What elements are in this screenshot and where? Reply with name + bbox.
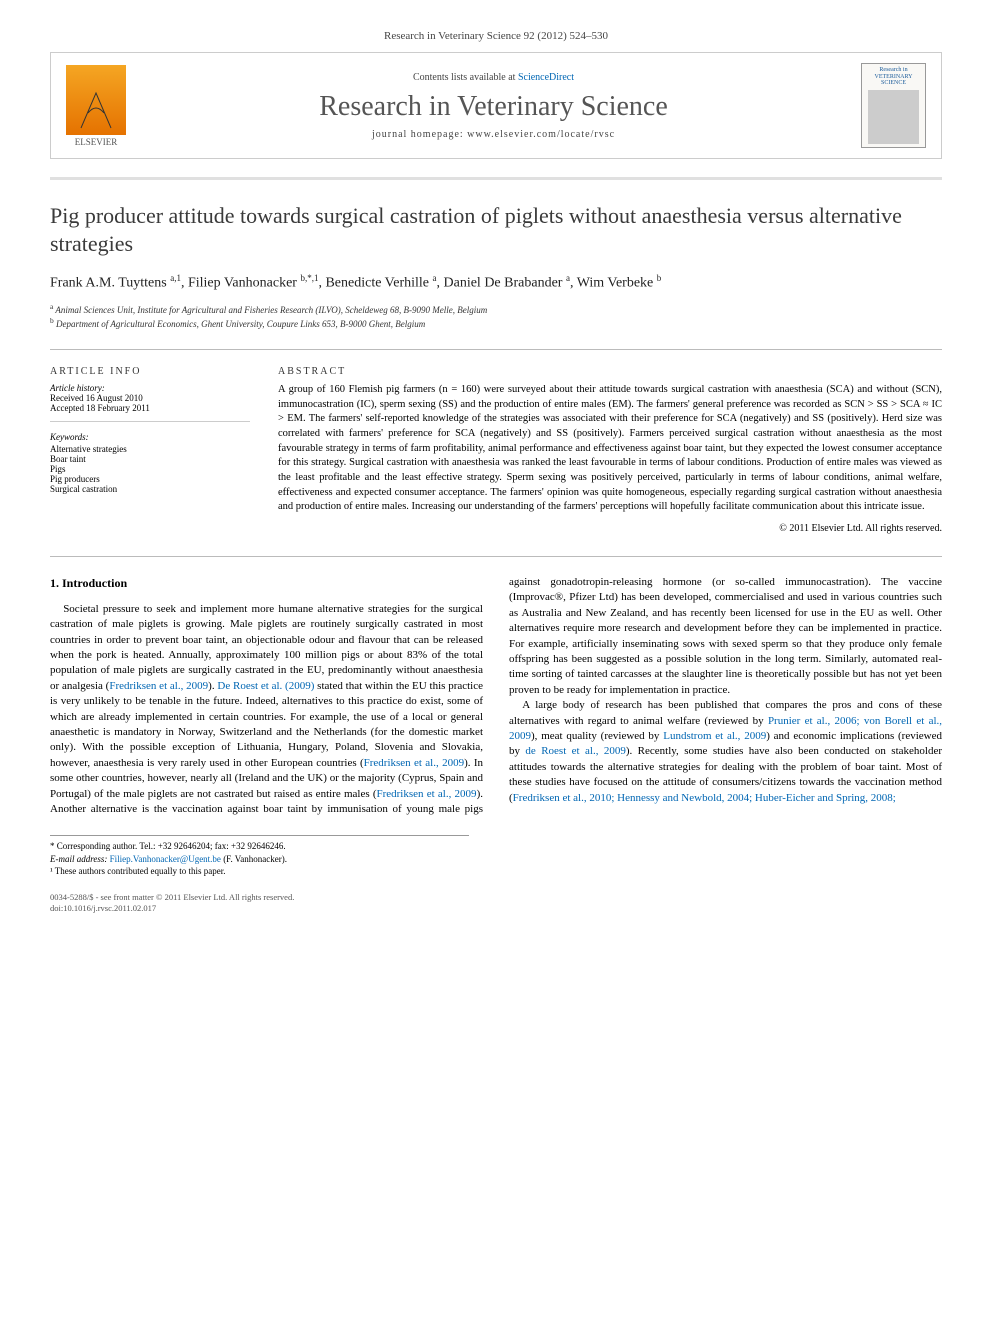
elsevier-logo[interactable]: ELSEVIER (66, 65, 126, 147)
bottom-metadata: 0034-5288/$ - see front matter © 2011 El… (50, 892, 942, 914)
corresponding-author-note: * Corresponding author. Tel.: +32 926462… (50, 840, 469, 853)
accepted-date: Accepted 18 February 2011 (50, 403, 250, 413)
abstract: ABSTRACT A group of 160 Flemish pig farm… (278, 366, 942, 534)
contents-list-line: Contents lists available at ScienceDirec… (126, 72, 861, 83)
keyword: Pig producers (50, 474, 250, 484)
article-title: Pig producer attitude towards surgical c… (50, 202, 942, 257)
journal-name: Research in Veterinary Science (126, 91, 861, 123)
article-info-sidebar: ARTICLE INFO Article history: Received 1… (50, 366, 250, 534)
ref-link[interactable]: Fredriksen et al., 2009 (109, 680, 208, 692)
divider (50, 349, 942, 350)
intro-paragraph-2: A large body of research has been publis… (509, 698, 942, 806)
affiliations: a Animal Sciences Unit, Institute for Ag… (50, 302, 942, 331)
article-body: 1. Introduction Societal pressure to see… (50, 575, 942, 817)
copyright-line: © 2011 Elsevier Ltd. All rights reserved… (278, 523, 942, 534)
journal-reference: Research in Veterinary Science 92 (2012)… (50, 30, 942, 42)
keyword: Surgical castration (50, 484, 250, 494)
keyword: Boar taint (50, 454, 250, 464)
keyword: Alternative strategies (50, 444, 250, 454)
received-date: Received 16 August 2010 (50, 393, 250, 403)
abstract-text: A group of 160 Flemish pig farmers (n = … (278, 383, 942, 515)
journal-header: ELSEVIER Contents lists available at Sci… (50, 52, 942, 159)
footnotes: * Corresponding author. Tel.: +32 926462… (50, 835, 469, 878)
keyword: Pigs (50, 464, 250, 474)
doi-line: doi:10.1016/j.rvsc.2011.02.017 (50, 903, 942, 914)
ref-link[interactable]: Fredriksen et al., 2010; Hennessy and Ne… (513, 792, 896, 804)
ref-link[interactable]: de Roest et al., 2009 (525, 745, 625, 757)
equal-contribution-note: ¹ These authors contributed equally to t… (50, 865, 469, 878)
author-list: Frank A.M. Tuyttens a,1, Filiep Vanhonac… (50, 273, 942, 292)
front-matter-line: 0034-5288/$ - see front matter © 2011 El… (50, 892, 942, 903)
divider (50, 556, 942, 557)
abstract-heading: ABSTRACT (278, 366, 942, 377)
ref-link[interactable]: Lundstrom et al., 2009 (663, 730, 766, 742)
section-heading-introduction: 1. Introduction (50, 575, 483, 592)
affiliation-line: a Animal Sciences Unit, Institute for Ag… (50, 302, 942, 317)
article-info-heading: ARTICLE INFO (50, 366, 250, 377)
journal-cover-thumbnail[interactable]: Research in VETERINARY SCIENCE (861, 63, 926, 148)
ref-link[interactable]: Fredriksen et al., 2009 (376, 788, 476, 800)
keywords-label: Keywords: (50, 432, 250, 442)
affiliation-line: b Department of Agricultural Economics, … (50, 316, 942, 331)
email-link[interactable]: Filiep.Vanhonacker@Ugent.be (110, 854, 221, 864)
email-line: E-mail address: Filiep.Vanhonacker@Ugent… (50, 853, 469, 866)
elsevier-label: ELSEVIER (66, 137, 126, 147)
sciencedirect-link[interactable]: ScienceDirect (518, 72, 574, 83)
ref-link[interactable]: De Roest et al. (2009) (217, 680, 314, 692)
history-label: Article history: (50, 383, 250, 393)
ref-link[interactable]: Fredriksen et al., 2009 (364, 757, 464, 769)
journal-homepage: journal homepage: www.elsevier.com/locat… (126, 129, 861, 140)
